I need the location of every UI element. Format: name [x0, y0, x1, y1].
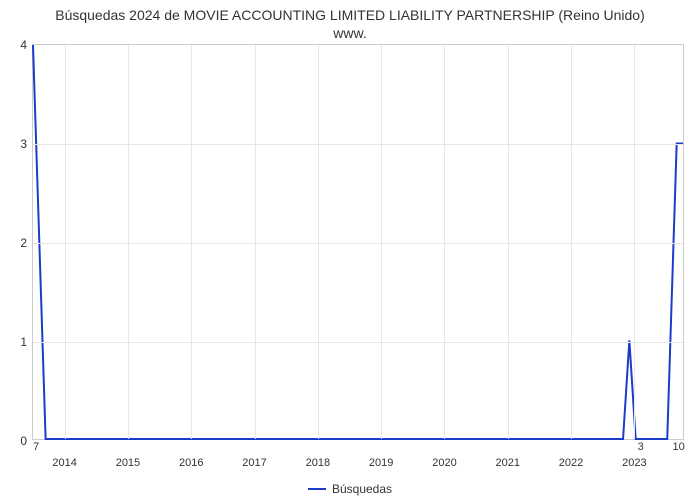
legend-swatch: [308, 488, 326, 490]
x-tick-label: 2023: [622, 457, 646, 469]
gridline-vertical: [128, 45, 129, 439]
x-tick-label: 2022: [559, 457, 583, 469]
gridline-vertical: [444, 45, 445, 439]
gridline-horizontal: [33, 342, 683, 343]
data-point-sublabel: 7: [33, 441, 39, 453]
y-tick-label: 0: [20, 434, 27, 448]
gridline-horizontal: [33, 144, 683, 145]
series-line: [33, 45, 683, 439]
y-tick-label: 2: [20, 236, 27, 250]
gridline-vertical: [318, 45, 319, 439]
gridline-vertical: [508, 45, 509, 439]
x-tick-label: 2018: [306, 457, 330, 469]
data-point-sublabel: 10: [673, 441, 685, 453]
y-tick-label: 3: [20, 137, 27, 151]
x-tick-label: 2015: [116, 457, 140, 469]
plot-region: 0123420142015201620172018201920202021202…: [32, 44, 684, 440]
legend: Búsquedas: [308, 482, 392, 496]
x-tick-label: 2016: [179, 457, 203, 469]
x-tick-label: 2019: [369, 457, 393, 469]
x-tick-label: 2017: [242, 457, 266, 469]
gridline-horizontal: [33, 243, 683, 244]
chart-title-line1: Búsquedas 2024 de MOVIE ACCOUNTING LIMIT…: [55, 7, 645, 41]
y-tick-label: 1: [20, 335, 27, 349]
gridline-vertical: [634, 45, 635, 439]
chart-container: Búsquedas 2024 de MOVIE ACCOUNTING LIMIT…: [0, 0, 700, 500]
x-tick-label: 2014: [52, 457, 76, 469]
gridline-vertical: [191, 45, 192, 439]
plot-area: 0123420142015201620172018201920202021202…: [32, 44, 684, 440]
gridline-vertical: [255, 45, 256, 439]
gridline-vertical: [65, 45, 66, 439]
gridline-vertical: [571, 45, 572, 439]
x-tick-label: 2021: [496, 457, 520, 469]
x-tick-label: 2020: [432, 457, 456, 469]
data-point-sublabel: 3: [638, 441, 644, 453]
legend-label: Búsquedas: [332, 482, 392, 496]
gridline-vertical: [381, 45, 382, 439]
y-tick-label: 4: [20, 38, 27, 52]
